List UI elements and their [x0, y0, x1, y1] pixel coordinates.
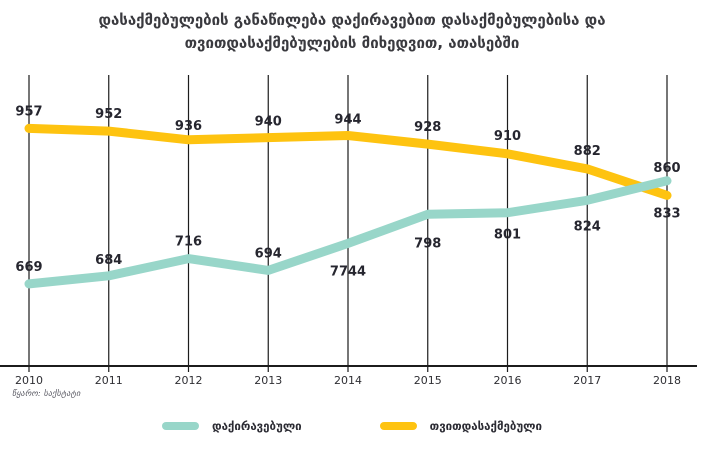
value-label: 7744 [330, 264, 366, 279]
value-label: 669 [15, 260, 42, 275]
value-label: 882 [574, 144, 601, 159]
x-tick-label-2017: 2017 [573, 374, 601, 387]
legend-item-hired: დაქირავებული [161, 419, 302, 433]
self-employed-series-swatch [379, 422, 417, 430]
x-tick-label-2013: 2013 [254, 374, 282, 387]
chart-legend: დაქირავებული თვითდასაქმებული [0, 419, 704, 433]
chart-title: დასაქმებულების განაწილება დაქირავებით და… [0, 9, 704, 55]
value-label: 801 [494, 228, 521, 243]
value-label: 824 [574, 219, 601, 234]
chart-title-line2: თვითდასაქმებულების მიხედვით, ათასებში [184, 34, 520, 52]
value-label: 694 [255, 246, 282, 261]
value-label: 910 [494, 129, 521, 144]
series-line-hired [24, 176, 672, 289]
value-label: 928 [414, 120, 441, 135]
x-tick-label-2018: 2018 [653, 374, 681, 387]
value-label: 936 [175, 119, 202, 134]
x-tick-label-2015: 2015 [414, 374, 442, 387]
series-line-self-employed [24, 123, 672, 200]
x-tick-label-2012: 2012 [175, 374, 203, 387]
value-label: 944 [334, 113, 361, 128]
value-label: 833 [653, 206, 680, 221]
value-label: 952 [95, 107, 122, 122]
value-label: 716 [175, 235, 202, 250]
value-label: 860 [653, 161, 680, 176]
hired-series-swatch [161, 422, 199, 430]
legend-label-self-employed: თვითდასაქმებული [429, 419, 543, 433]
source-note: წყარო: საქსტატი [12, 389, 81, 398]
legend-label-hired: დაქირავებული [211, 419, 302, 433]
x-tick-label-2016: 2016 [494, 374, 522, 387]
chart-title-line1: დასაქმებულების განაწილება დაქირავებით და… [98, 11, 606, 29]
legend-item-self-employed: თვითდასაქმებული [379, 419, 543, 433]
value-label: 684 [95, 253, 122, 268]
value-label: 957 [15, 104, 42, 119]
x-tick-label-2014: 2014 [334, 374, 362, 387]
x-tick-label-2011: 2011 [95, 374, 123, 387]
x-tick-label-2010: 2010 [15, 374, 43, 387]
value-label: 798 [414, 236, 441, 251]
value-label: 940 [255, 115, 282, 130]
